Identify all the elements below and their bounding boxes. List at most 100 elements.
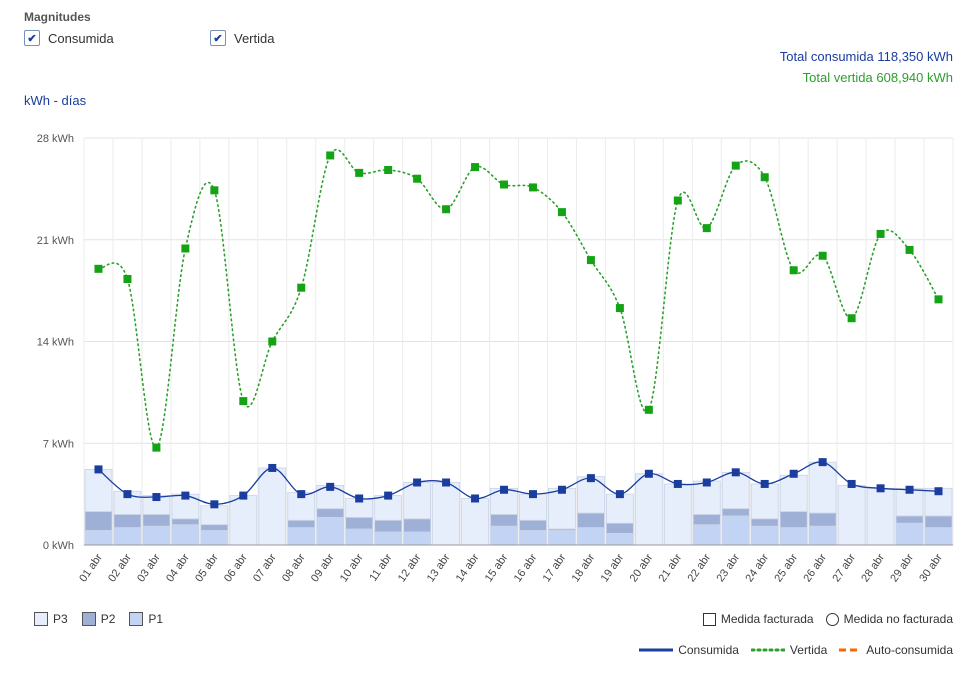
vertida-checkbox[interactable]: ✔ Vertida	[210, 30, 274, 46]
p3-swatch	[34, 612, 48, 626]
total-vertida: Total vertida 608,940 kWh	[803, 70, 953, 85]
bar-p3	[721, 471, 750, 510]
bar-p1	[374, 531, 403, 546]
consumida-point	[557, 485, 566, 494]
vertida-point	[615, 304, 624, 313]
vertida-point	[181, 244, 190, 253]
bar-p3	[750, 483, 779, 520]
bar-p1	[490, 525, 518, 546]
vertida-point	[297, 283, 306, 292]
consumida-point	[934, 487, 943, 496]
vertida-point	[731, 161, 740, 170]
bar-p2	[316, 508, 345, 518]
consumida-point	[471, 494, 480, 503]
x-tick-label: 24 abr	[743, 552, 771, 585]
bar-p1	[200, 530, 229, 546]
y-axis: 0 kWh 7 kWh 14 kWh 21 kWh 28 kWh	[37, 133, 74, 552]
legend-item-facturada: Medida facturada	[702, 612, 814, 626]
bar-p2	[287, 519, 316, 528]
chart-lines	[94, 148, 943, 509]
consumida-point	[528, 490, 537, 499]
circle-icon	[825, 612, 839, 626]
bar-p3	[403, 482, 431, 520]
bar-p2	[606, 522, 634, 534]
vertida-point	[760, 173, 769, 182]
legend-label-vertida: Vertida	[789, 643, 828, 657]
vertida-point	[384, 165, 393, 174]
p1-swatch	[129, 612, 144, 626]
chart-grid	[83, 137, 954, 546]
bar-p2	[345, 516, 374, 530]
vertida-point	[442, 205, 451, 214]
y-tick-label: 14 kWh	[37, 337, 74, 349]
bar-p2	[721, 508, 750, 517]
vertida-point	[789, 266, 798, 275]
bar-p1	[750, 525, 779, 546]
legend-label-p3: P3	[53, 612, 68, 626]
consumida-point	[268, 463, 277, 472]
bar-p2	[374, 519, 403, 533]
x-tick-label: 08 abr	[280, 552, 308, 585]
x-tick-label: 17 abr	[541, 552, 569, 585]
consumida-point	[760, 479, 769, 488]
bar-p3	[866, 487, 895, 546]
bar-p2	[895, 515, 924, 524]
bar-p2	[142, 514, 171, 527]
energy-chart: 0 kWh 7 kWh 14 kWh 21 kWh 28 kWh 01 abr 02 ab…	[37, 133, 954, 585]
consumida-point	[586, 474, 595, 483]
bar-p1	[316, 516, 345, 546]
legend-item-vertida[interactable]: Vertida	[750, 643, 828, 657]
x-tick-label: 09 abr	[309, 552, 337, 585]
consumida-point	[181, 491, 190, 500]
legend-item-p1[interactable]: P1	[129, 612, 163, 626]
consumida-point	[876, 484, 885, 493]
x-tick-label: 02 abr	[106, 552, 134, 585]
line-legend: Consumida Vertida Auto-consumida	[639, 643, 953, 657]
magnitudes-title: Magnitudes	[24, 10, 91, 24]
y-tick-label: 7 kWh	[43, 438, 74, 450]
legend-label-auto-consumida: Auto-consumida	[866, 643, 953, 657]
consumida-point	[384, 491, 393, 500]
x-tick-label: 15 abr	[483, 552, 511, 585]
bar-p3	[808, 461, 837, 514]
consumida-point	[702, 478, 711, 487]
vertida-point	[152, 443, 161, 452]
legend-item-p3[interactable]: P3	[34, 612, 68, 626]
vertida-point	[239, 397, 248, 406]
unit-label: kWh - días	[24, 93, 87, 108]
legend-item-p2[interactable]: P2	[81, 612, 115, 626]
consumida-checkbox[interactable]: ✔ Consumida	[24, 30, 114, 46]
chart-bars	[84, 461, 953, 546]
vertida-point	[355, 168, 364, 177]
legend-label-p1: P1	[148, 612, 164, 626]
vertida-checkbox-label: Vertida	[234, 30, 275, 46]
x-tick-label: 10 abr	[338, 552, 366, 585]
vertida-point	[528, 183, 537, 192]
vertida-point	[586, 256, 595, 265]
bar-p2	[808, 512, 837, 527]
x-tick-label: 19 abr	[599, 552, 627, 585]
bar-p1	[171, 524, 200, 546]
x-tick-label: 25 abr	[772, 552, 800, 585]
x-tick-label: 18 abr	[570, 552, 598, 585]
vertida-point	[471, 163, 480, 172]
legend-item-consumida[interactable]: Consumida	[639, 643, 739, 657]
vertida-point	[326, 151, 335, 160]
total-consumida-label: Total consumida	[779, 49, 874, 64]
x-tick-label: 28 abr	[859, 552, 887, 585]
bar-p2	[200, 524, 229, 531]
legend-item-auto-consumida[interactable]: Auto-consumida	[839, 643, 953, 657]
bar-p1	[113, 527, 142, 546]
check-icon: ✔	[210, 30, 226, 46]
bar-p1	[84, 530, 113, 546]
measure-legend: Medida facturada Medida no facturada	[702, 612, 953, 626]
bar-p3	[258, 467, 287, 546]
bar-p1	[142, 525, 171, 546]
bar-p3	[519, 493, 547, 521]
bar-p2	[924, 515, 953, 528]
bar-p1	[924, 527, 953, 546]
vertida-point	[702, 224, 711, 233]
total-vertida-value: 608,940 kWh	[876, 70, 953, 85]
check-icon: ✔	[24, 30, 40, 46]
square-icon	[702, 612, 716, 626]
